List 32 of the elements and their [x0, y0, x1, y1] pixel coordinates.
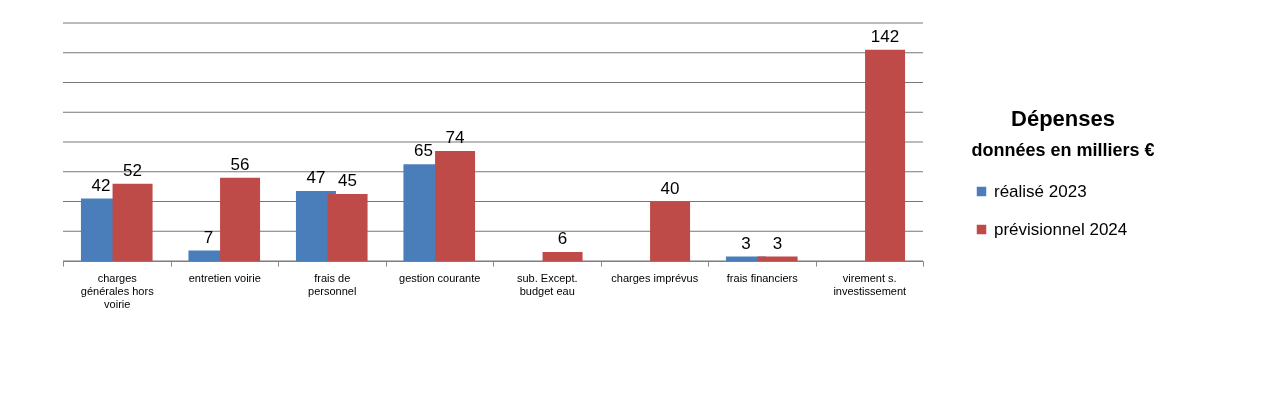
- x-tick-label: frais financiers: [726, 271, 799, 284]
- x-tick-label: entretien voirie: [188, 271, 261, 284]
- data-label: 45: [338, 171, 358, 191]
- bar: [327, 194, 368, 261]
- data-label: 74: [445, 127, 465, 147]
- data-label: 6: [557, 229, 568, 249]
- text: Dépenses: [1011, 106, 1115, 131]
- bar: [650, 201, 691, 261]
- x-tick-label: sub. Except. budget eau: [516, 271, 578, 297]
- data-label: 47: [306, 168, 326, 188]
- x-tick-label: charges imprévus: [611, 271, 699, 284]
- legend-label: prévisionnel 2024: [994, 219, 1128, 239]
- bar: [542, 252, 583, 261]
- x-tick-label: virement s. investissement: [833, 271, 907, 297]
- legend-label: réalisé 2023: [994, 181, 1087, 201]
- text: données en milliers €: [971, 140, 1155, 160]
- x-tick-label: charges générales hors voirie: [80, 271, 155, 310]
- data-label: 56: [230, 154, 250, 174]
- data-label: 65: [413, 141, 433, 161]
- x-tick-label: frais de personnel: [308, 271, 357, 297]
- data-label: 7: [203, 227, 214, 247]
- bar: [220, 177, 261, 261]
- bar: [435, 150, 476, 261]
- data-label: 40: [660, 178, 680, 198]
- bar: [865, 49, 906, 261]
- data-label: 52: [123, 160, 143, 180]
- data-label: 3: [772, 233, 783, 253]
- data-label: 142: [870, 26, 900, 46]
- x-tick-label: gestion courante: [399, 271, 481, 284]
- data-label: 3: [741, 233, 751, 253]
- bar: [112, 183, 153, 261]
- data-label: 42: [91, 175, 111, 195]
